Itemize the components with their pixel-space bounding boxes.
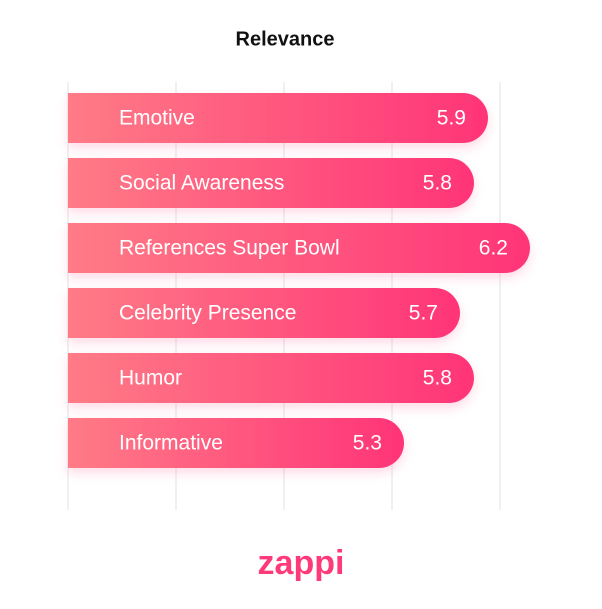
category-label: Humor: [119, 367, 182, 390]
category-label: Celebrity Presence: [119, 302, 296, 325]
chart-title: Relevance: [236, 28, 335, 50]
value-label: 5.8: [423, 172, 452, 195]
bar: [68, 223, 530, 273]
brand-logo: zappi: [258, 544, 345, 582]
bar: [68, 418, 404, 468]
category-label: References Super Bowl: [119, 237, 340, 260]
category-label: Emotive: [119, 107, 195, 130]
value-label: 5.9: [437, 107, 466, 130]
category-label: Informative: [119, 432, 223, 455]
bar: [68, 353, 474, 403]
value-label: 5.3: [353, 432, 382, 455]
value-label: 5.8: [423, 367, 452, 390]
bar: [68, 93, 488, 143]
bar: [68, 158, 474, 208]
category-label: Social Awareness: [119, 172, 284, 195]
value-label: 5.7: [409, 302, 438, 325]
bar: [68, 288, 460, 338]
value-label: 6.2: [479, 237, 508, 260]
